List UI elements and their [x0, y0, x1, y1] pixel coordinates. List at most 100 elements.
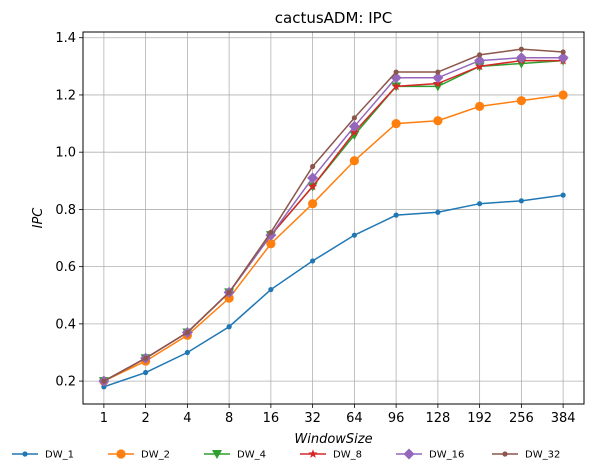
series-dw-1 [101, 192, 566, 390]
y-tick-label: 1.0 [55, 146, 76, 161]
y-tick-label: 1.2 [55, 88, 76, 103]
x-tick-label: 1 [100, 411, 108, 426]
legend-marker [403, 448, 415, 460]
legend-marker [22, 451, 28, 457]
series-dw-16 [98, 52, 569, 387]
y-axis: 0.2 0.4 0.6 0.8 1.0 1.2 1.4 [55, 31, 83, 390]
data-point [310, 258, 316, 264]
data-point [143, 355, 149, 361]
data-point [432, 72, 444, 84]
data-point [268, 286, 274, 293]
legend-item: DW_1 [12, 450, 74, 461]
data-point [265, 229, 277, 241]
data-point [351, 115, 357, 121]
y-tick-label: 0.6 [55, 260, 76, 275]
data-point [557, 52, 569, 64]
y-tick-label: 0.8 [55, 203, 76, 218]
legend-label: DW_32 [525, 450, 560, 461]
data-point [308, 181, 318, 191]
y-tick-label: 0.2 [55, 375, 76, 390]
grid [83, 32, 584, 404]
series-layer [98, 46, 569, 390]
chart-title: cactusADM: IPC [275, 9, 392, 27]
legend-item: DW_32 [492, 450, 560, 461]
legend-label: DW_4 [237, 450, 266, 461]
series-line [103, 94, 564, 382]
x-tick-label: 2 [141, 411, 149, 426]
data-point [474, 55, 486, 67]
data-point [351, 232, 357, 238]
data-point [516, 96, 526, 106]
x-tick-label: 256 [509, 411, 534, 426]
data-point [143, 369, 149, 376]
x-tick-label: 64 [346, 411, 363, 426]
data-point [435, 209, 441, 215]
legend-label: DW_8 [333, 450, 362, 461]
data-point [184, 329, 190, 336]
legend-marker [116, 449, 126, 459]
x-axis-label: WindowSize [294, 432, 372, 447]
series-line [103, 59, 564, 382]
legend-label: DW_16 [429, 450, 464, 461]
legend-item: DW_2 [108, 449, 170, 461]
data-point [226, 324, 232, 330]
legend-label: DW_2 [141, 450, 170, 461]
x-tick-label: 32 [304, 411, 321, 426]
data-point [518, 46, 524, 52]
data-point [349, 131, 360, 141]
data-point [308, 199, 318, 209]
data-point [307, 172, 319, 184]
data-point [516, 59, 527, 69]
x-tick-label: 192 [467, 411, 492, 426]
series-line [103, 59, 564, 382]
data-point [475, 101, 485, 111]
x-tick-label: 384 [551, 411, 576, 426]
series-dw-2 [99, 90, 568, 386]
legend-marker [212, 450, 222, 459]
series-dw-8 [99, 55, 568, 385]
y-tick-label: 0.4 [55, 317, 76, 332]
series-dw-4 [98, 56, 569, 387]
series-dw-32 [101, 46, 566, 384]
data-point [101, 378, 107, 384]
data-point [391, 81, 401, 91]
legend-label: DW_1 [45, 450, 74, 461]
series-line [103, 57, 564, 382]
data-point [433, 116, 443, 126]
data-point [184, 349, 190, 356]
legend-marker [502, 451, 508, 457]
x-tick-label: 4 [183, 411, 191, 426]
legend-item: DW_8 [300, 449, 362, 461]
data-point [101, 384, 107, 390]
series-line [103, 48, 564, 382]
x-tick-label: 16 [263, 411, 280, 426]
legend-marker [308, 449, 318, 458]
series-line [103, 194, 564, 388]
data-point [393, 212, 399, 218]
data-point [477, 52, 483, 58]
x-tick-label: 96 [388, 411, 405, 426]
legend: DW_1 DW_2 DW_4 DW_8 DW_16 DW_32 [12, 448, 560, 461]
y-tick-label: 1.4 [55, 31, 76, 46]
y-axis-label: IPC [31, 207, 46, 229]
x-tick-label: 128 [425, 411, 450, 426]
data-point [310, 163, 316, 170]
legend-item: DW_16 [396, 448, 464, 461]
data-point [560, 49, 566, 55]
data-point [349, 156, 359, 166]
data-point [268, 229, 274, 235]
data-point [266, 239, 276, 249]
x-tick-label: 8 [225, 411, 233, 426]
data-point [226, 289, 232, 295]
plot-area [82, 31, 585, 405]
x-axis: 1 2 4 8 16 32 64 96 128 192 256 384 [100, 404, 576, 426]
data-point [515, 52, 527, 64]
data-point [391, 118, 401, 129]
data-point [477, 201, 483, 207]
data-point [348, 120, 360, 132]
data-point [560, 192, 566, 198]
data-point [432, 82, 443, 92]
data-point [435, 69, 441, 75]
data-point [518, 198, 524, 204]
